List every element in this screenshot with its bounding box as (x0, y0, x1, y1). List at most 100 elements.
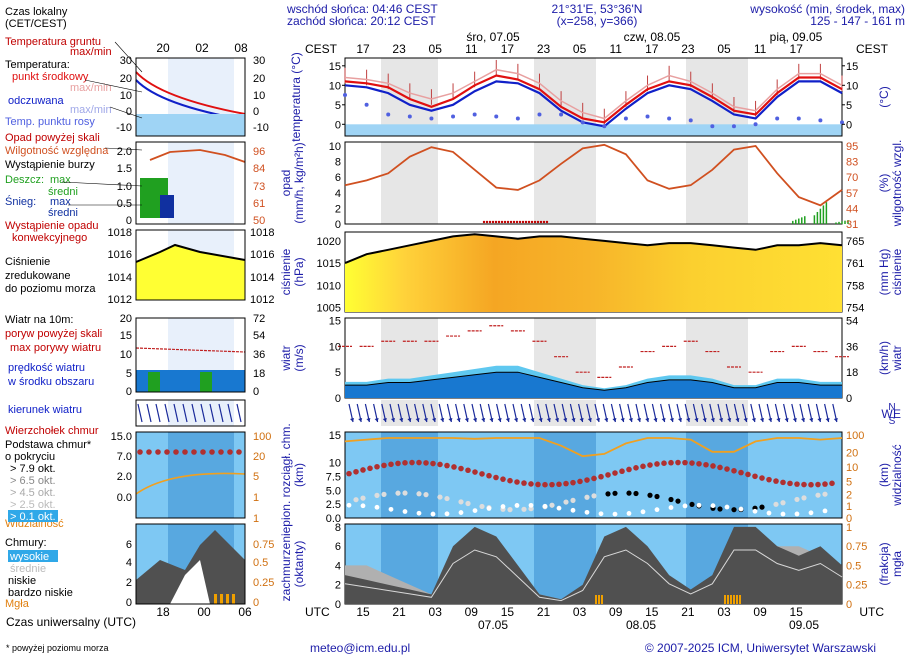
wind-arrow-head (514, 418, 518, 422)
cloud-top-dot (556, 481, 562, 488)
freezing-area (345, 124, 842, 136)
wind-arrow-head (809, 418, 814, 422)
storm-mark (497, 220, 501, 224)
cloud-top-dot (605, 472, 611, 478)
legend-wind-arrow (164, 403, 170, 423)
temp-tick-right: 15 (846, 61, 858, 73)
fog-axis-label: mgła (890, 551, 904, 577)
pressure-tick-left: 1020 (317, 236, 341, 248)
top-hour-label: 11 (609, 42, 622, 56)
legend-cloud-tick: 2.0 (117, 471, 132, 483)
legend-label: max/min (70, 104, 112, 116)
wind-arrow-head (792, 418, 797, 422)
visibility-tick-right: 100 (846, 430, 864, 442)
legend-wind-tick: 10 (120, 349, 132, 361)
cloud-base-dot (696, 502, 702, 508)
visibility-tick-right: 20 (846, 448, 858, 460)
fog-bar (595, 595, 597, 604)
cloud-top-dot (507, 477, 513, 484)
cloud-base-dot (549, 502, 555, 508)
night-band (686, 58, 748, 136)
legend-label: Ciśnienie (5, 256, 50, 268)
wind-arrow-head (432, 418, 436, 422)
storm-mark (494, 220, 498, 224)
legend-wind-tick: 0 (253, 386, 259, 398)
cloud-tick-left: 0.0 (326, 513, 341, 525)
legend-cloud-dot (164, 449, 170, 455)
wind-tick-right: 54 (846, 316, 858, 328)
legend-wind-arrow (191, 403, 197, 423)
night-band (381, 142, 438, 224)
cloud-top-dot (710, 463, 716, 469)
cloud-top-dot (738, 469, 744, 476)
wind-arrow-head (555, 418, 559, 422)
frac-tick-left: 8 (335, 522, 341, 534)
frac-tick-left: 0 (335, 599, 341, 611)
bottom-hour-label: 03 (429, 605, 443, 619)
cloud-base-dot (430, 511, 436, 517)
legend-visibility-tick: 20 (253, 451, 265, 463)
dew-point-mark (602, 124, 607, 129)
wind-tick-left: 10 (329, 341, 341, 353)
cloud-top-dot (808, 481, 814, 488)
contact-link[interactable]: meteo@icm.edu.pl (310, 641, 410, 655)
legend-label: zredukowane (5, 270, 70, 282)
wind-arrow-head (768, 418, 773, 422)
cloud-base-dot (570, 497, 576, 503)
cloud-top-dot (535, 481, 541, 488)
cloud-top-dot (584, 477, 590, 483)
panel-frame (344, 431, 843, 519)
bottom-hour-label: 21 (537, 605, 551, 619)
cloud-base-dot (416, 491, 422, 497)
cloud-top-dot (465, 467, 471, 474)
cloud-top-dot (549, 481, 555, 488)
cloud-top-dot (346, 470, 352, 477)
legend-temp-tick: -10 (253, 122, 269, 134)
legend-label: Śnieg: (5, 195, 36, 208)
legend-humidity-tick: 84 (253, 163, 265, 175)
legend-fog-tick: 0.25 (253, 577, 274, 589)
cloud-top-dot (612, 470, 618, 476)
bottom-hour-label: 09 (753, 605, 767, 619)
legend-pressure-tick: 1012 (250, 294, 274, 306)
pressure-tick-left: 1010 (317, 280, 341, 292)
cloud-top-dot (493, 474, 499, 481)
cloud-top-dot (717, 464, 723, 471)
wind-speed-area (345, 372, 842, 398)
cloud-top-dot (759, 475, 765, 481)
wind-arrow-head (751, 418, 756, 422)
legend-cloud-dot (146, 449, 152, 455)
cloud-base-dot (717, 506, 723, 512)
wind-arrow-head (399, 418, 404, 422)
cloud-top-dot (787, 480, 793, 487)
legend-snow-bar (160, 195, 174, 218)
visibility-tick-right: 2 (846, 490, 852, 502)
cloud-top-dot (521, 480, 527, 486)
humidity-tick-right: 57 (846, 188, 858, 200)
legend-wind-area (136, 370, 245, 392)
compass-letter: S (889, 416, 896, 427)
wind-arrow-head (694, 418, 699, 422)
legend-precip-tick: 1.5 (117, 163, 132, 175)
precip-tick-left: 4 (335, 188, 341, 200)
wind-arrow-head (686, 418, 691, 422)
temp-max-line (344, 68, 843, 120)
legend-visibility-tick: 5 (253, 471, 259, 483)
top-hour-label: 05 (429, 42, 443, 56)
legend-frac-tick: 4 (126, 557, 132, 569)
cloud-base-dot (626, 511, 632, 516)
cloud-low-area (345, 526, 842, 604)
temp-tick-right: 5 (846, 100, 852, 112)
legend-pressure-tick: 1016 (250, 249, 274, 261)
wind-arrow-head (415, 418, 420, 422)
cloud-base-dot (759, 504, 765, 510)
fog-bar (733, 595, 735, 604)
cloud-top-dot (661, 460, 667, 467)
wind-arrow-head (587, 418, 592, 422)
pressure-line (344, 233, 843, 265)
frac-tick-left: 2 (335, 580, 341, 592)
cloud-tick-left: 15 (329, 430, 341, 442)
storm-mark (509, 220, 513, 224)
legend-visibility-tick: 100 (253, 431, 271, 443)
legend-freezing-area (136, 114, 245, 136)
